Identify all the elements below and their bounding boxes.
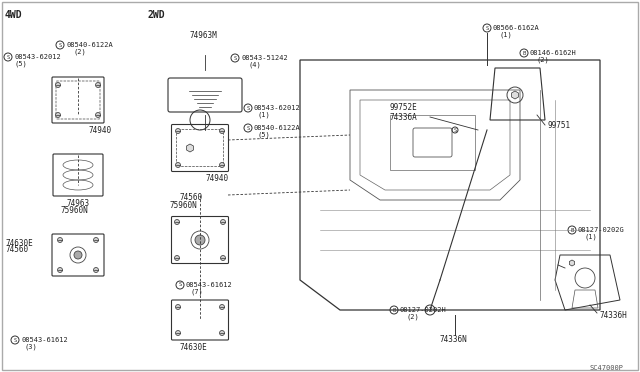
Text: S: S bbox=[246, 125, 250, 131]
Text: (3): (3) bbox=[24, 344, 36, 350]
Circle shape bbox=[195, 235, 205, 245]
Circle shape bbox=[175, 305, 180, 310]
Text: 75960N: 75960N bbox=[170, 201, 198, 210]
Text: 74560: 74560 bbox=[180, 193, 203, 202]
Circle shape bbox=[95, 83, 100, 87]
Text: 08543-51242: 08543-51242 bbox=[241, 55, 288, 61]
Polygon shape bbox=[570, 260, 575, 266]
Text: 74336A: 74336A bbox=[390, 112, 418, 122]
Text: 08540-6122A: 08540-6122A bbox=[66, 42, 113, 48]
Polygon shape bbox=[511, 91, 518, 99]
Text: 08543-61612: 08543-61612 bbox=[21, 337, 68, 343]
Text: (2): (2) bbox=[537, 57, 550, 63]
Circle shape bbox=[175, 219, 179, 224]
Text: 08540-6122A: 08540-6122A bbox=[254, 125, 301, 131]
Text: 08543-62012: 08543-62012 bbox=[14, 54, 61, 60]
Text: S: S bbox=[179, 282, 182, 288]
Text: (2): (2) bbox=[73, 49, 86, 55]
Text: S: S bbox=[58, 42, 61, 48]
Text: B: B bbox=[570, 228, 573, 232]
Text: 4WD: 4WD bbox=[5, 10, 22, 20]
Text: 08127-0202G: 08127-0202G bbox=[578, 227, 625, 233]
Circle shape bbox=[220, 305, 225, 310]
Text: 99752E: 99752E bbox=[390, 103, 418, 112]
Text: 74940: 74940 bbox=[88, 125, 111, 135]
Circle shape bbox=[56, 112, 61, 118]
Text: S: S bbox=[13, 337, 17, 343]
Text: 74336H: 74336H bbox=[600, 311, 628, 320]
Circle shape bbox=[175, 256, 179, 260]
Text: 74963M: 74963M bbox=[190, 31, 218, 39]
Text: (2): (2) bbox=[407, 314, 420, 320]
Text: (1): (1) bbox=[258, 112, 271, 118]
Text: 75960N: 75960N bbox=[60, 205, 88, 215]
Text: 74336N: 74336N bbox=[440, 336, 468, 344]
Text: 08566-6162A: 08566-6162A bbox=[493, 25, 540, 31]
Circle shape bbox=[220, 330, 225, 336]
Circle shape bbox=[58, 267, 63, 273]
Text: 08127-0202H: 08127-0202H bbox=[400, 307, 447, 313]
Polygon shape bbox=[186, 144, 193, 152]
Circle shape bbox=[175, 163, 180, 167]
Text: B: B bbox=[522, 51, 525, 55]
Text: 74630E: 74630E bbox=[180, 343, 208, 352]
Text: S: S bbox=[453, 128, 456, 132]
Text: 08146-6162H: 08146-6162H bbox=[530, 50, 577, 56]
Text: 08543-62012: 08543-62012 bbox=[254, 105, 301, 111]
Text: 74560: 74560 bbox=[5, 246, 28, 254]
Text: (7): (7) bbox=[190, 289, 203, 295]
Text: (5): (5) bbox=[14, 61, 27, 67]
Text: S: S bbox=[246, 106, 250, 110]
Text: 08543-61612: 08543-61612 bbox=[186, 282, 233, 288]
Circle shape bbox=[175, 330, 180, 336]
Circle shape bbox=[220, 128, 225, 134]
Circle shape bbox=[56, 83, 61, 87]
Text: S: S bbox=[485, 26, 488, 31]
Circle shape bbox=[221, 256, 225, 260]
Circle shape bbox=[58, 237, 63, 243]
Circle shape bbox=[95, 112, 100, 118]
Text: B: B bbox=[392, 308, 396, 312]
Text: SC47000P: SC47000P bbox=[590, 365, 624, 371]
Text: (1): (1) bbox=[500, 32, 513, 38]
Text: 74940: 74940 bbox=[205, 174, 228, 183]
Text: 74630E: 74630E bbox=[5, 238, 33, 247]
Text: S: S bbox=[6, 55, 10, 60]
Text: (5): (5) bbox=[258, 132, 271, 138]
Text: S: S bbox=[234, 55, 237, 61]
Text: 99751: 99751 bbox=[548, 121, 571, 129]
Circle shape bbox=[93, 267, 99, 273]
Circle shape bbox=[93, 237, 99, 243]
Text: (1): (1) bbox=[585, 234, 598, 240]
Circle shape bbox=[221, 219, 225, 224]
Circle shape bbox=[74, 251, 82, 259]
Circle shape bbox=[220, 163, 225, 167]
Text: 74963: 74963 bbox=[66, 199, 89, 208]
Text: (4): (4) bbox=[248, 62, 260, 68]
Circle shape bbox=[175, 128, 180, 134]
Text: 2WD: 2WD bbox=[148, 10, 166, 20]
